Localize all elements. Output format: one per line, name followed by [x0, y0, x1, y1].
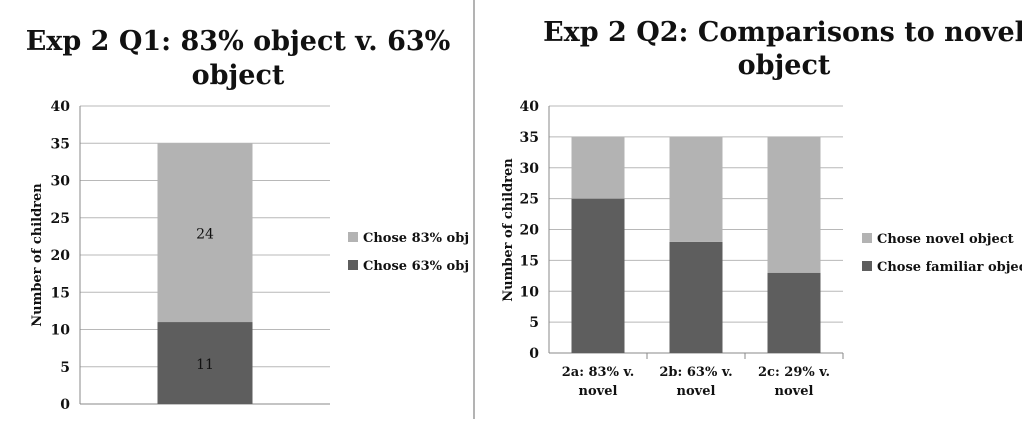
y-tick-label: 30	[51, 174, 71, 190]
x-tick-label: novel	[579, 384, 618, 399]
bar-segment	[157, 143, 253, 323]
y-tick-label: 5	[60, 360, 70, 376]
y-tick-label: 40	[51, 99, 71, 115]
x-tick-label: 2c: 29% v.	[758, 365, 830, 380]
y-tick-label: 5	[529, 315, 539, 331]
bar-segment	[669, 136, 723, 242]
legend-swatch	[862, 261, 872, 271]
y-tick-label: 25	[51, 211, 70, 227]
legend-swatch	[862, 233, 872, 243]
legend-label: Chose novel object	[877, 232, 1014, 247]
data-label: 11	[196, 357, 214, 373]
y-tick-label: 25	[520, 192, 539, 208]
bar-segment	[669, 241, 723, 353]
x-tick-label: 2a: 83% v.	[562, 365, 635, 380]
x-tick-label: novel	[677, 384, 716, 399]
y-tick-label: 35	[51, 136, 70, 152]
bar-segment	[767, 136, 821, 273]
y-tick-label: 15	[51, 285, 70, 301]
bar-segment	[571, 198, 625, 353]
legend: Chose 83% obj Chose 63% obj	[348, 231, 469, 274]
y-tick-label: 20	[51, 248, 71, 264]
y-tick-label: 15	[520, 253, 539, 269]
y-tick-label: 20	[520, 223, 540, 239]
legend-label: Chose 63% obj	[363, 259, 469, 274]
y-tick-label: 40	[520, 99, 540, 115]
plot-area: 0 5 10 15 20 25 30 35 40 11 24	[51, 99, 330, 413]
y-tick-label: 0	[60, 397, 70, 413]
y-axis-label: Number of children	[30, 183, 45, 327]
y-tick-label: 30	[520, 161, 540, 177]
chart-title-line: Exp 2 Q1: 83% object v. 63%	[26, 26, 451, 57]
chart-title-line: object	[192, 60, 285, 91]
legend-label: Chose 83% obj	[363, 231, 469, 246]
chart-title-line: object	[738, 50, 831, 81]
legend-swatch	[348, 260, 358, 270]
x-tick-label: novel	[775, 384, 814, 399]
bar-segment	[767, 272, 821, 353]
x-tick-label: 2b: 63% v.	[659, 365, 732, 380]
chart-title-line: Exp 2 Q2: Comparisons to novel	[543, 17, 1022, 48]
bar-segment	[157, 322, 253, 404]
y-tick-label: 0	[529, 346, 539, 362]
y-tick-label: 10	[520, 284, 540, 300]
legend: Chose novel object Chose familiar object	[862, 232, 1022, 275]
y-axis-label: Number of children	[501, 158, 516, 302]
bar-segment	[571, 136, 625, 199]
plot-area: 0 5 10 15 20 25 30 35 40 2a: 83% v. novel 2b: 63% v…	[520, 99, 844, 399]
data-label: 24	[196, 227, 214, 243]
y-tick-label: 10	[51, 323, 71, 339]
chart-q1: Exp 2 Q1: 83% object v. 63% object Numbe…	[26, 26, 469, 413]
y-tick-label: 35	[520, 130, 539, 146]
legend-swatch	[348, 232, 358, 242]
chart-q2: Exp 2 Q2: Comparisons to novel object Nu…	[501, 17, 1022, 399]
legend-label: Chose familiar object	[877, 260, 1022, 275]
